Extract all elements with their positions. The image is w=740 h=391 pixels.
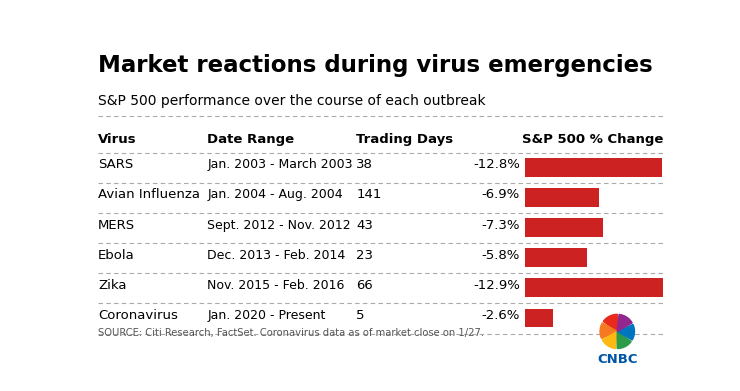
Polygon shape (603, 314, 617, 332)
Text: Ebola: Ebola (98, 249, 135, 262)
Text: CNBC: CNBC (597, 353, 637, 366)
Text: SOURCE: Citi Research, FactSet. Coronavirus data as of market close on 1/27.: SOURCE: Citi Research, FactSet. Coronavi… (98, 328, 485, 338)
Polygon shape (600, 323, 617, 338)
Text: Market reactions during virus emergencies: Market reactions during virus emergencie… (98, 54, 653, 77)
Bar (525, 278, 663, 297)
Text: Virus: Virus (98, 133, 137, 146)
Text: Dec. 2013 - Feb. 2014: Dec. 2013 - Feb. 2014 (207, 249, 346, 262)
Bar (525, 248, 588, 267)
Text: Avian Influenza: Avian Influenza (98, 188, 201, 201)
Text: -6.9%: -6.9% (482, 188, 519, 201)
Text: 66: 66 (357, 279, 373, 292)
Text: Trading Days: Trading Days (357, 133, 454, 146)
Text: 23: 23 (357, 249, 373, 262)
Bar (525, 218, 603, 237)
Text: -12.8%: -12.8% (473, 158, 519, 171)
Text: S&P 500 % Change: S&P 500 % Change (522, 133, 663, 146)
Text: Nov. 2015 - Feb. 2016: Nov. 2015 - Feb. 2016 (207, 279, 345, 292)
Text: 141: 141 (357, 188, 382, 201)
Bar (525, 158, 662, 177)
Text: Zika: Zika (98, 279, 127, 292)
Text: 5: 5 (357, 309, 365, 322)
Text: MERS: MERS (98, 219, 135, 231)
Text: Jan. 2004 - Aug. 2004: Jan. 2004 - Aug. 2004 (207, 188, 343, 201)
Polygon shape (602, 332, 617, 348)
Text: SARS: SARS (98, 158, 133, 171)
Text: Jan. 2020 - Present: Jan. 2020 - Present (207, 309, 326, 322)
Polygon shape (617, 325, 634, 340)
Bar (525, 308, 554, 327)
Text: -2.6%: -2.6% (482, 309, 519, 322)
Text: Sept. 2012 - Nov. 2012: Sept. 2012 - Nov. 2012 (207, 219, 351, 231)
Text: -12.9%: -12.9% (473, 279, 519, 292)
Bar (525, 188, 599, 207)
Polygon shape (617, 314, 632, 332)
Text: Coronavirus: Coronavirus (98, 309, 178, 322)
Polygon shape (617, 332, 631, 348)
Text: S&P 500 performance over the course of each outbreak: S&P 500 performance over the course of e… (98, 93, 486, 108)
Text: 38: 38 (357, 158, 373, 171)
Text: -7.3%: -7.3% (481, 219, 519, 231)
Text: Jan. 2003 - March 2003: Jan. 2003 - March 2003 (207, 158, 353, 171)
Text: -5.8%: -5.8% (482, 249, 519, 262)
Text: 43: 43 (357, 219, 373, 231)
Text: Date Range: Date Range (207, 133, 295, 146)
